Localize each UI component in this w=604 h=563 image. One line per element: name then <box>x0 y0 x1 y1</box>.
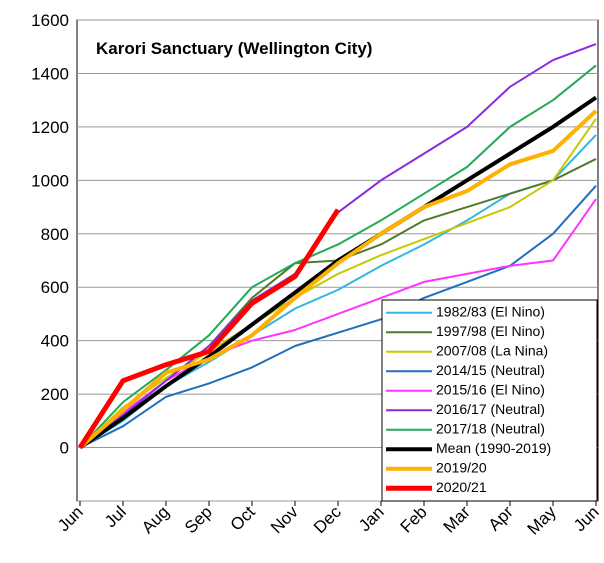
x-tick-label: Nov <box>267 502 302 537</box>
legend-label: 2019/20 <box>436 459 487 475</box>
y-tick-label: 1400 <box>31 64 69 83</box>
legend-label: 2016/17 (Neutral) <box>436 401 545 417</box>
legend-label: 1997/98 (El Nino) <box>436 323 545 339</box>
series-line <box>77 208 341 449</box>
y-tick-label: 0 <box>60 439 69 458</box>
legend-label: Mean (1990-2019) <box>436 440 551 456</box>
x-tick-label: Aug <box>138 502 173 537</box>
y-tick-label: 800 <box>41 225 69 244</box>
x-tick-label: Jan <box>355 502 388 535</box>
legend-label: 2007/08 (La Nina) <box>436 342 548 358</box>
series-line <box>78 109 598 450</box>
x-tick-label: Mar <box>440 502 474 536</box>
x-tick-label: Jun <box>54 502 87 535</box>
legend-label: 2015/16 (El Nino) <box>436 381 545 397</box>
x-tick-label: Jun <box>570 502 603 535</box>
series-line <box>79 64 597 449</box>
y-tick-label: 1000 <box>31 171 69 190</box>
series-line <box>79 118 597 449</box>
x-tick-label: May <box>524 502 560 538</box>
x-tick-label: Apr <box>485 502 517 534</box>
y-tick-label: 400 <box>41 332 69 351</box>
legend-label: 2014/15 (Neutral) <box>436 362 545 378</box>
x-tick-label: Oct <box>227 502 259 534</box>
series-line <box>78 95 598 450</box>
chart-title: Karori Sanctuary (Wellington City) <box>96 39 372 58</box>
y-tick-label: 1600 <box>31 11 69 30</box>
x-tick-label: Dec <box>310 502 345 537</box>
x-tick-label: Sep <box>181 502 216 537</box>
y-tick-label: 200 <box>41 385 69 404</box>
y-tick-label: 600 <box>41 278 69 297</box>
legend-label: 1982/83 (El Nino) <box>436 303 545 319</box>
x-tick-label: Jul <box>101 502 130 531</box>
y-tick-label: 1200 <box>31 118 69 137</box>
x-tick-label: Feb <box>397 502 431 536</box>
legend-label: 2020/21 <box>436 479 487 495</box>
legend-label: 2017/18 (Neutral) <box>436 420 545 436</box>
